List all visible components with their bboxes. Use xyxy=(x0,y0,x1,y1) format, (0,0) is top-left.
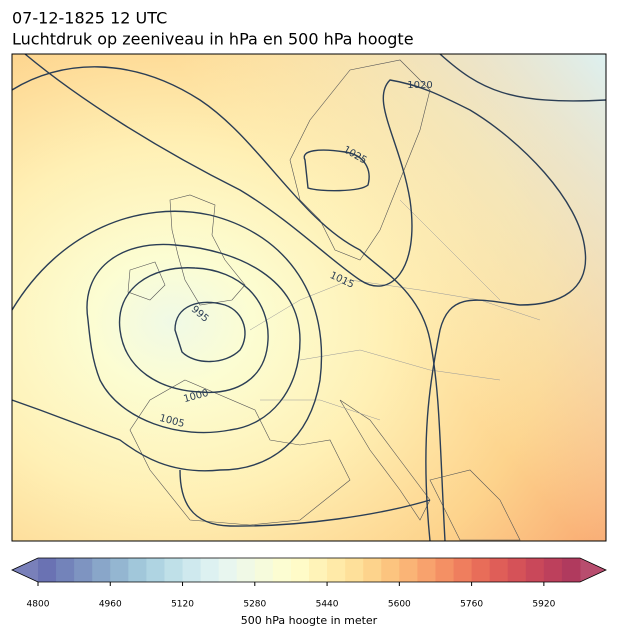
colorbar-segment xyxy=(110,558,129,582)
colorbar-segment xyxy=(236,558,256,582)
date: 07-12-1825 12 UTC xyxy=(12,9,167,28)
colorbar-segment xyxy=(164,558,184,582)
colorbar-segment xyxy=(507,558,527,582)
colorbar-segment xyxy=(200,558,220,582)
coastline xyxy=(339,399,431,521)
colorbar-segment xyxy=(417,558,436,582)
isobar xyxy=(179,469,431,527)
coastline xyxy=(429,469,521,541)
colorbar-segment xyxy=(345,558,364,582)
colorbar-segment xyxy=(182,558,202,582)
colorbar-segment xyxy=(363,558,382,582)
isobar-label: 1020 xyxy=(407,80,432,91)
colorbar-tick-label: 5120 xyxy=(171,600,194,610)
map-frame xyxy=(11,53,607,542)
isobar xyxy=(24,54,587,541)
title: Luchtdruk op zeeniveau in hPa en 500 hPa… xyxy=(12,30,414,49)
colorbar-segment xyxy=(327,558,346,582)
colorbar-segment xyxy=(74,558,93,582)
colorbar: 4800 4960 5120 5280 5440 5600 5760 5920 xyxy=(11,557,607,610)
colorbar-segment xyxy=(435,558,455,582)
colorbar-segment xyxy=(399,558,418,582)
isobar xyxy=(439,54,606,102)
colorbar-tick-label: 4800 xyxy=(27,600,50,610)
coastline xyxy=(129,379,351,526)
colorbar-segment xyxy=(92,558,111,582)
coastline xyxy=(127,261,166,301)
colorbar-segment xyxy=(218,558,238,582)
colorbar-segment xyxy=(272,558,292,582)
colorbar-segment xyxy=(543,558,563,582)
colorbar-tick-label: 5920 xyxy=(532,600,555,610)
colorbar-extend xyxy=(580,558,606,582)
colorbar-segment xyxy=(489,558,509,582)
isobar xyxy=(12,66,446,541)
isobar xyxy=(86,243,301,434)
coastline xyxy=(169,194,246,306)
coastline xyxy=(289,59,431,261)
colorbar-segment xyxy=(471,558,491,582)
colorbar-segment xyxy=(146,558,165,582)
isobar xyxy=(12,210,323,472)
colorbar-label: 500 hPa hoogte in meter xyxy=(241,614,378,627)
colorbar-segment xyxy=(525,558,545,582)
colorbar-segment xyxy=(309,558,328,582)
colorbar-tick-label: 4960 xyxy=(99,600,122,610)
colorbar-segment xyxy=(38,558,57,582)
colorbar-segment xyxy=(381,558,400,582)
colorbar-segment xyxy=(128,558,147,582)
colorbar-segment xyxy=(56,558,75,582)
colorbar-segment xyxy=(254,558,274,582)
colorbar-segment xyxy=(290,558,310,582)
isobar xyxy=(118,267,269,394)
map-overlay xyxy=(12,54,606,541)
isobar xyxy=(303,149,370,192)
isobar xyxy=(174,301,246,363)
colorbar-extend xyxy=(12,558,38,582)
colorbar-tick-label: 5600 xyxy=(388,600,411,610)
map: 1020 1025 1015 995 1000 1005 xyxy=(12,54,606,541)
colorbar-tick-label: 5280 xyxy=(243,600,266,610)
colorbar-segment xyxy=(453,558,473,582)
colorbar-segment xyxy=(561,558,581,582)
colorbar-tick-label: 5760 xyxy=(460,600,483,610)
colorbar-tick-label: 5440 xyxy=(316,600,339,610)
